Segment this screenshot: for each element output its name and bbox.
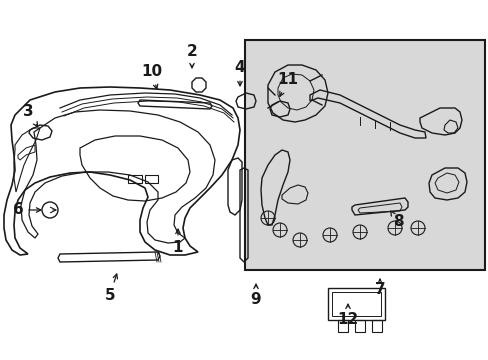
Text: 8: 8 [390, 211, 403, 230]
Text: 7: 7 [374, 279, 385, 297]
Text: 3: 3 [22, 104, 38, 126]
Bar [244, 40, 484, 270]
Text: 1: 1 [172, 229, 183, 256]
Text: 5: 5 [104, 274, 117, 302]
Text: 12: 12 [337, 304, 358, 328]
Text: 10: 10 [141, 64, 162, 89]
Text: 4: 4 [234, 60, 245, 86]
Text: 2: 2 [186, 45, 197, 68]
Text: 9: 9 [250, 284, 261, 307]
Text: 11: 11 [277, 72, 298, 96]
Text: 6: 6 [13, 202, 41, 217]
